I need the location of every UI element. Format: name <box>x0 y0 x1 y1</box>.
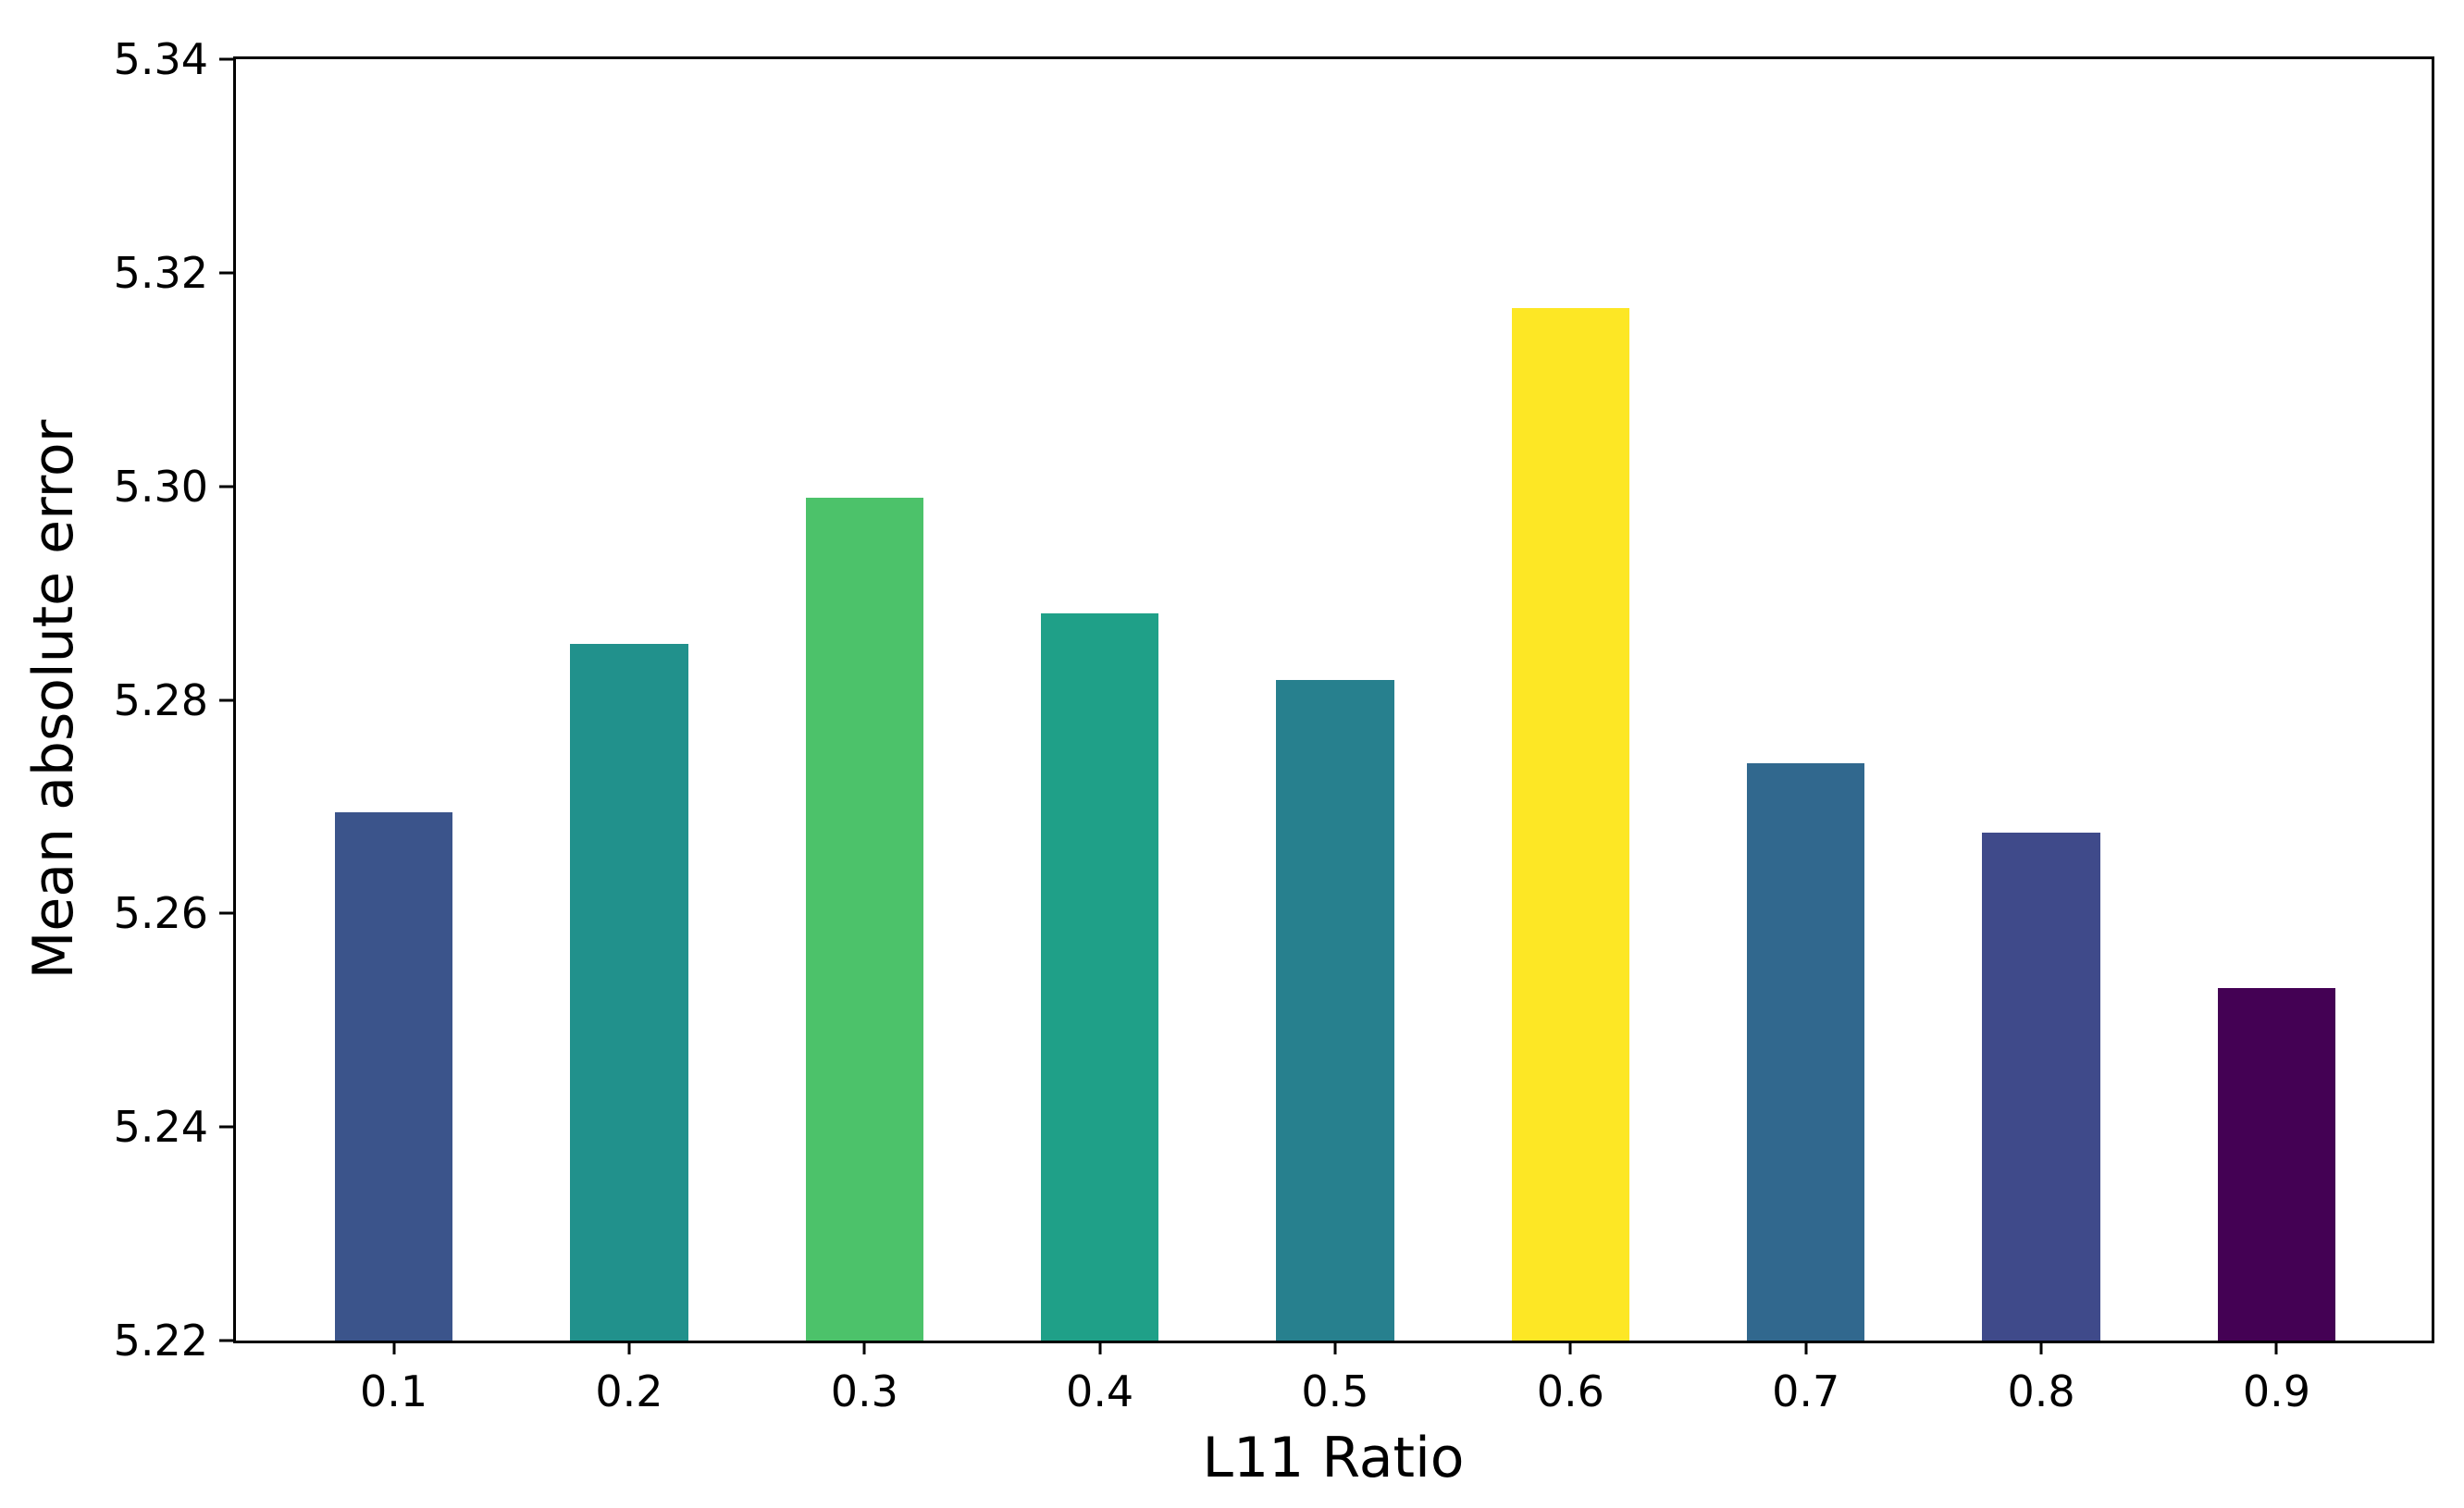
x-tick-mark <box>2039 1341 2043 1354</box>
bar-0.9 <box>2217 988 2335 1341</box>
bar-0.2 <box>570 644 688 1341</box>
x-tick-label: 0.1 <box>359 1366 428 1416</box>
plot-area: 5.22 5.24 5.26 5.28 5.30 5.32 5.34 0.1 0.2 0.3 0.… <box>114 38 2434 1413</box>
y-tick-mark <box>219 1339 233 1342</box>
y-tick-label: 5.28 <box>113 674 208 725</box>
x-tick-label: 0.5 <box>1301 1366 1369 1416</box>
x-tick-mark <box>862 1341 866 1354</box>
x-tick-label: 0.6 <box>1536 1366 1604 1416</box>
x-tick-label: 0.4 <box>1066 1366 1134 1416</box>
x-tick-label: 0.8 <box>2007 1366 2075 1416</box>
x-tick-label: 0.9 <box>2242 1366 2310 1416</box>
y-tick-mark <box>219 1125 233 1129</box>
y-tick-label: 5.34 <box>113 34 208 84</box>
x-tick-mark <box>1804 1341 1808 1354</box>
x-tick-label: 0.7 <box>1772 1366 1840 1416</box>
y-tick-mark <box>219 911 233 915</box>
bar-0.7 <box>1747 762 1865 1341</box>
x-axis-label: L11 Ratio <box>1202 1426 1465 1490</box>
x-tick-mark <box>627 1341 631 1354</box>
bar-0.6 <box>1511 307 1629 1341</box>
y-axis-label: Mean absolute error <box>21 419 86 980</box>
bar-0.1 <box>334 811 453 1341</box>
y-tick-label: 5.24 <box>113 1102 208 1153</box>
x-tick-label: 0.3 <box>830 1366 898 1416</box>
x-tick-mark <box>1098 1341 1102 1354</box>
bar-0.4 <box>1041 613 1159 1341</box>
y-tick-mark <box>219 698 233 701</box>
bar-0.3 <box>805 498 923 1341</box>
y-tick-label: 5.30 <box>113 461 208 512</box>
y-tick-label: 5.22 <box>113 1316 208 1366</box>
x-tick-mark <box>392 1341 396 1354</box>
y-tick-mark <box>219 485 233 488</box>
x-tick-mark <box>2274 1341 2278 1354</box>
x-tick-label: 0.2 <box>595 1366 663 1416</box>
y-tick-mark <box>219 271 233 275</box>
y-tick-label: 5.32 <box>113 247 208 298</box>
bar-0.8 <box>1982 832 2100 1341</box>
x-tick-mark <box>1568 1341 1572 1354</box>
bar-0.5 <box>1276 679 1394 1341</box>
y-tick-label: 5.26 <box>113 888 208 939</box>
x-tick-mark <box>1333 1341 1337 1354</box>
y-tick-mark <box>219 57 233 61</box>
